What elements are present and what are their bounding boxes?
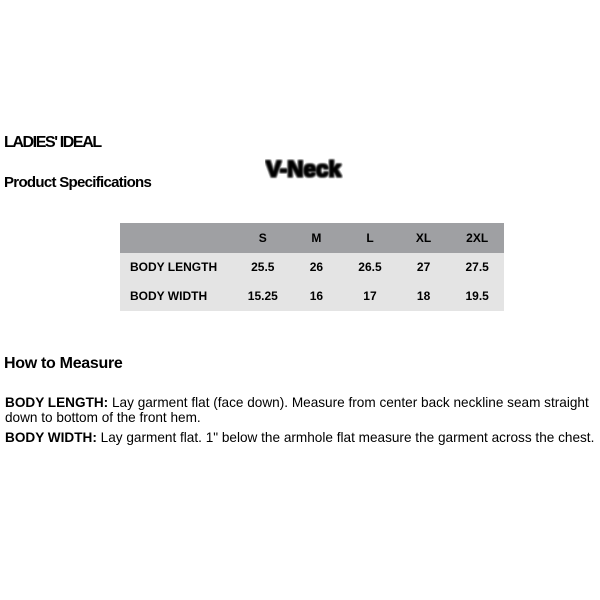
svg-text:V-Neck: V-Neck	[266, 157, 342, 182]
